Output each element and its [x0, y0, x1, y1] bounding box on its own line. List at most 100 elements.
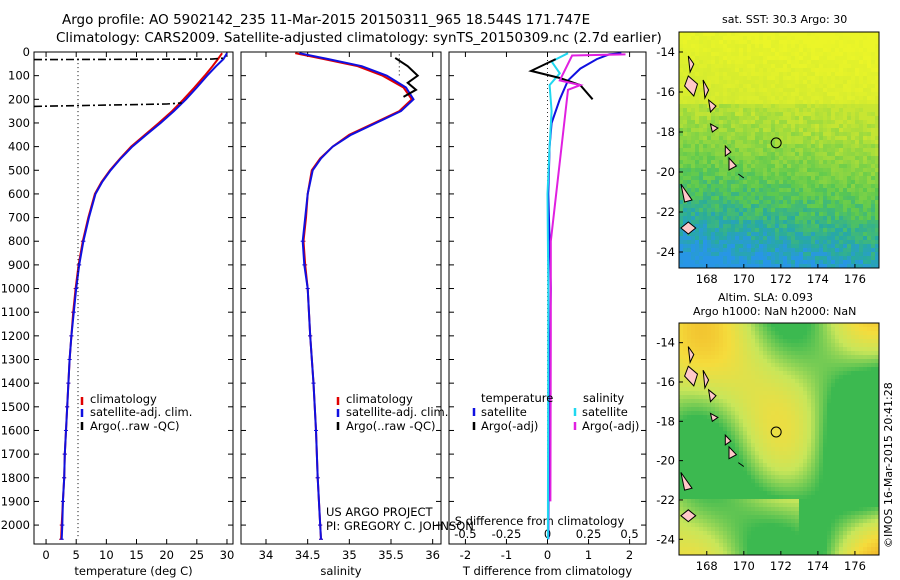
map-cell — [735, 64, 740, 69]
map-cell — [731, 391, 736, 396]
map-cell — [855, 387, 860, 392]
map-cell — [863, 44, 868, 49]
map-cell — [759, 140, 764, 145]
map-cell — [691, 104, 696, 109]
map-cell — [703, 152, 708, 157]
map-cell — [799, 168, 804, 173]
map-cell — [739, 160, 744, 165]
map-cell — [743, 140, 748, 145]
map-cell — [863, 96, 868, 101]
map-cell — [687, 116, 692, 121]
map-cell — [867, 156, 872, 161]
map-cell — [839, 435, 844, 440]
map-cell — [695, 220, 700, 225]
map-cell — [715, 351, 720, 356]
map-cell — [695, 367, 700, 372]
map-cell — [863, 180, 868, 185]
map-cell — [851, 391, 856, 396]
map-cell — [855, 347, 860, 352]
map-cell — [723, 72, 728, 77]
map-cell — [855, 363, 860, 368]
map-cell — [831, 212, 836, 217]
map-cell — [731, 367, 736, 372]
map-cell — [767, 68, 772, 73]
map-cell — [739, 419, 744, 424]
map-cell — [707, 232, 712, 237]
map-cell — [715, 84, 720, 89]
map-y-tick-label: -22 — [656, 205, 675, 219]
map-cell — [699, 240, 704, 245]
map-cell — [823, 236, 828, 241]
map-cell — [763, 443, 768, 448]
map-cell — [867, 391, 872, 396]
map-cell — [783, 220, 788, 225]
map-cell — [755, 168, 760, 173]
map-cell — [735, 431, 740, 436]
map-cell — [775, 112, 780, 117]
map-cell — [787, 132, 792, 137]
map-cell — [803, 80, 808, 85]
map-cell — [791, 76, 796, 81]
map-cell — [747, 423, 752, 428]
map-cell — [843, 252, 848, 257]
map-cell — [843, 76, 848, 81]
map-cell — [759, 196, 764, 201]
map-cell — [823, 363, 828, 368]
map-cell — [727, 343, 732, 348]
map-cell — [767, 439, 772, 444]
map-cell — [843, 379, 848, 384]
map-cell — [827, 224, 832, 229]
map-cell — [815, 395, 820, 400]
map-cell — [791, 148, 796, 153]
map-cell — [759, 431, 764, 436]
map-cell — [691, 248, 696, 253]
map-cell — [767, 72, 772, 77]
map-cell — [755, 156, 760, 161]
map-cell — [695, 104, 700, 109]
map-cell — [859, 56, 864, 61]
map-cell — [735, 168, 740, 173]
map-cell — [875, 359, 880, 364]
map-cell — [823, 383, 828, 388]
map-cell — [855, 391, 860, 396]
map-cell — [863, 260, 868, 265]
map-cell — [799, 40, 804, 45]
map-cell — [731, 32, 736, 37]
map-cell — [683, 140, 688, 145]
map-cell — [835, 204, 840, 209]
map-cell — [787, 32, 792, 37]
map-cell — [727, 176, 732, 181]
map-cell — [867, 164, 872, 169]
map-cell — [723, 335, 728, 340]
map-cell — [779, 72, 784, 77]
map-cell — [691, 68, 696, 73]
map-cell — [771, 148, 776, 153]
map-cell — [735, 347, 740, 352]
map-cell — [867, 343, 872, 348]
map-cell — [815, 248, 820, 253]
map-cell — [743, 435, 748, 440]
map-cell — [855, 204, 860, 209]
map-cell — [803, 395, 808, 400]
map-cell — [679, 148, 684, 153]
map-cell — [867, 260, 872, 265]
map-cell — [843, 403, 848, 408]
map-cell — [795, 260, 800, 265]
map-cell — [723, 399, 728, 404]
map-cell — [679, 84, 684, 89]
map-cell — [783, 327, 788, 332]
map-cell — [867, 248, 872, 253]
map-cell — [735, 176, 740, 181]
map-cell — [819, 128, 824, 133]
map-cell — [707, 224, 712, 229]
map-cell — [787, 76, 792, 81]
map-cell — [747, 144, 752, 149]
map-cell — [827, 212, 832, 217]
map-cell — [775, 228, 780, 233]
map-cell — [815, 224, 820, 229]
map-cell — [703, 327, 708, 332]
map-cell — [703, 451, 708, 456]
map-cell — [699, 92, 704, 97]
map-cell — [771, 124, 776, 129]
map-cell — [835, 76, 840, 81]
